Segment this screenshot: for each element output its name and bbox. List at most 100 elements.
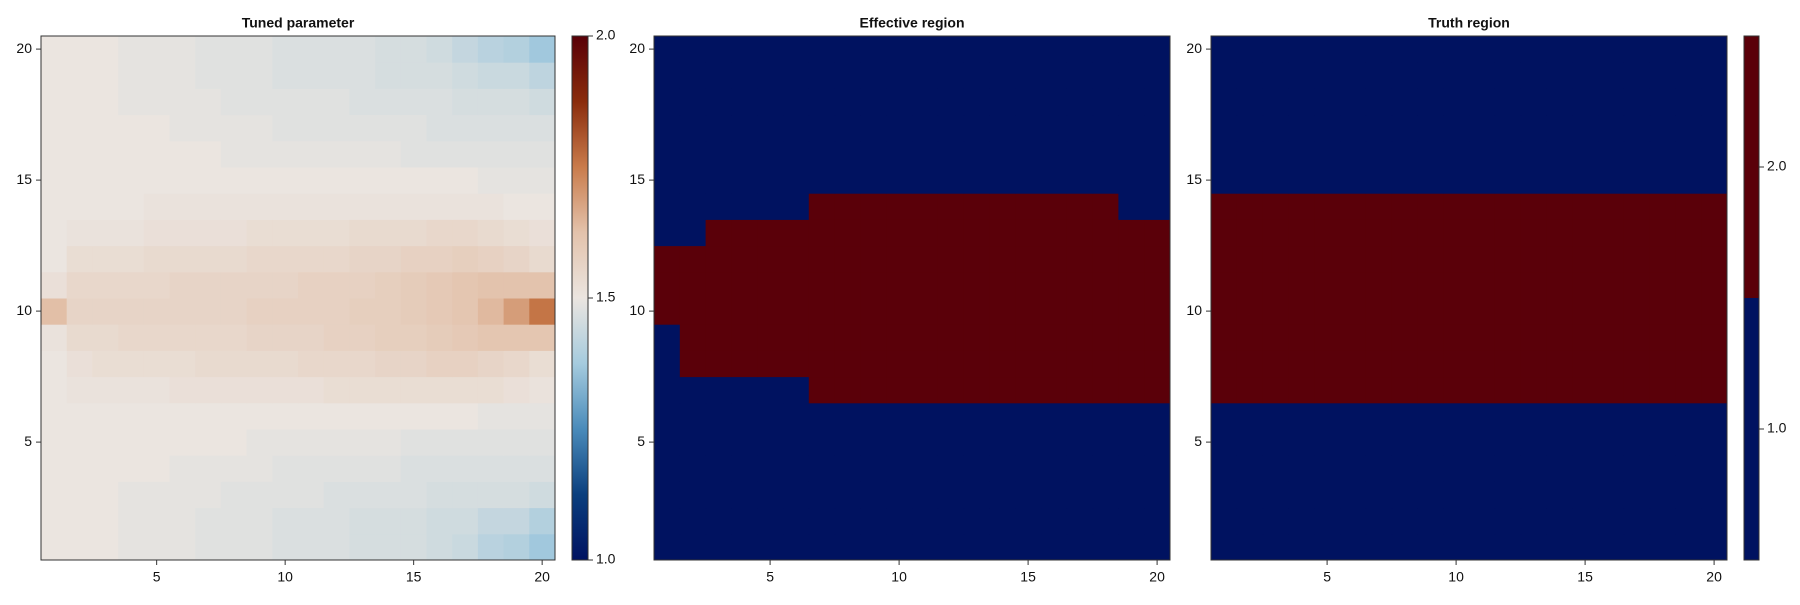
heatmap-cell [1288, 402, 1315, 430]
heatmap-cell [452, 481, 479, 509]
heatmap-cell [1118, 350, 1145, 378]
heatmap-cell [143, 350, 170, 378]
heatmap-cell [1066, 245, 1094, 273]
heatmap-cell [426, 114, 453, 142]
heatmap-cell [195, 219, 222, 247]
heatmap-cell [375, 507, 402, 535]
heatmap-cell [679, 455, 707, 482]
heatmap-cell [143, 455, 170, 482]
heatmap-cell [705, 481, 732, 509]
heatmap-cell [783, 271, 810, 299]
heatmap-cell [41, 245, 68, 273]
heatmap-cell [1236, 114, 1264, 142]
heatmap-cell [1649, 271, 1676, 299]
heatmap-cell [937, 271, 965, 299]
heatmap-cell [118, 402, 145, 430]
heatmap-cell [1041, 36, 1068, 63]
heatmap-cell [426, 36, 453, 63]
heatmap-cell [1092, 62, 1119, 89]
chart-title: Effective region [859, 15, 964, 31]
heatmap-cell [41, 88, 68, 116]
heatmap-cell [886, 481, 913, 509]
heatmap-cell [1118, 455, 1145, 482]
heatmap-cell [452, 298, 479, 325]
heatmap-cell [1066, 140, 1094, 168]
heatmap-cell [529, 507, 556, 535]
heatmap-cell [654, 455, 681, 482]
heatmap-cell [400, 324, 427, 351]
heatmap-cell [503, 429, 530, 456]
heatmap-cell [1340, 324, 1367, 351]
heatmap-cell [1572, 298, 1599, 325]
heatmap-cell [1236, 402, 1264, 430]
heatmap-cell [1391, 140, 1418, 168]
heatmap-cell [1288, 481, 1315, 509]
heatmap-cell [1365, 36, 1393, 63]
heatmap-cell [220, 481, 248, 509]
heatmap-cell [1365, 62, 1393, 89]
heatmap-cell [426, 271, 453, 299]
heatmap-cell [529, 88, 556, 116]
heatmap-cell [1066, 455, 1094, 482]
heatmap-cell [1314, 271, 1341, 299]
heatmap-cell [1469, 402, 1496, 430]
heatmap-cell [731, 455, 758, 482]
heatmap-cell [41, 193, 68, 220]
heatmap-cell [1211, 533, 1238, 561]
heatmap-cell [834, 481, 861, 509]
heatmap-cell [143, 245, 170, 273]
heatmap-cell [272, 481, 299, 509]
heatmap-cell [1417, 481, 1444, 509]
heatmap-cell [246, 507, 273, 535]
heatmap-cell [860, 114, 887, 142]
heatmap-cell [1041, 507, 1068, 535]
heatmap-cell [860, 350, 887, 378]
heatmap-cell [92, 298, 119, 325]
heatmap-cell [246, 533, 273, 561]
heatmap-cell [1417, 140, 1444, 168]
heatmap-cell [1211, 114, 1238, 142]
heatmap-cell [195, 271, 222, 299]
heatmap-cell [1675, 507, 1702, 535]
x-tick-label: 15 [1577, 569, 1593, 585]
heatmap-cell [66, 533, 93, 561]
heatmap-cell [1623, 193, 1651, 220]
heatmap-cell [1701, 36, 1728, 63]
heatmap-cell [92, 88, 119, 116]
heatmap-cell [1701, 507, 1728, 535]
heatmap-cell [195, 402, 222, 430]
heatmap-cell [834, 376, 861, 404]
heatmap-cell [143, 507, 170, 535]
heatmap-cell [679, 219, 707, 247]
heatmap-cell [937, 455, 965, 482]
heatmap-cell [477, 271, 505, 299]
heatmap-cell [375, 271, 402, 299]
heatmap-cell [1443, 298, 1470, 325]
heatmap-cell [477, 429, 505, 456]
heatmap-cell [220, 533, 248, 561]
heatmap-cell [1417, 507, 1444, 535]
heatmap-cell [92, 140, 119, 168]
heatmap-cell [1649, 429, 1676, 456]
heatmap-cell [1092, 88, 1119, 116]
heatmap-cell [246, 455, 273, 482]
heatmap-cell [298, 114, 325, 142]
heatmap-cell [452, 167, 479, 194]
heatmap-cell [1144, 36, 1171, 63]
heatmap-cell [272, 376, 299, 404]
heatmap-cell [1598, 507, 1625, 535]
heatmap-cell [731, 193, 758, 220]
heatmap-cell [246, 245, 273, 273]
heatmap-cell [1041, 62, 1068, 89]
heatmap-cell [400, 429, 427, 456]
heatmap-cell [1288, 324, 1315, 351]
heatmap-cell [400, 376, 427, 404]
heatmap-cell [1015, 455, 1042, 482]
heatmap-cell [1572, 455, 1599, 482]
heatmap-cell [989, 507, 1016, 535]
heatmap-cell [1675, 324, 1702, 351]
heatmap-cell [1066, 298, 1094, 325]
heatmap-cell [66, 62, 93, 89]
heatmap-cell [1144, 455, 1171, 482]
heatmap-cell [66, 140, 93, 168]
